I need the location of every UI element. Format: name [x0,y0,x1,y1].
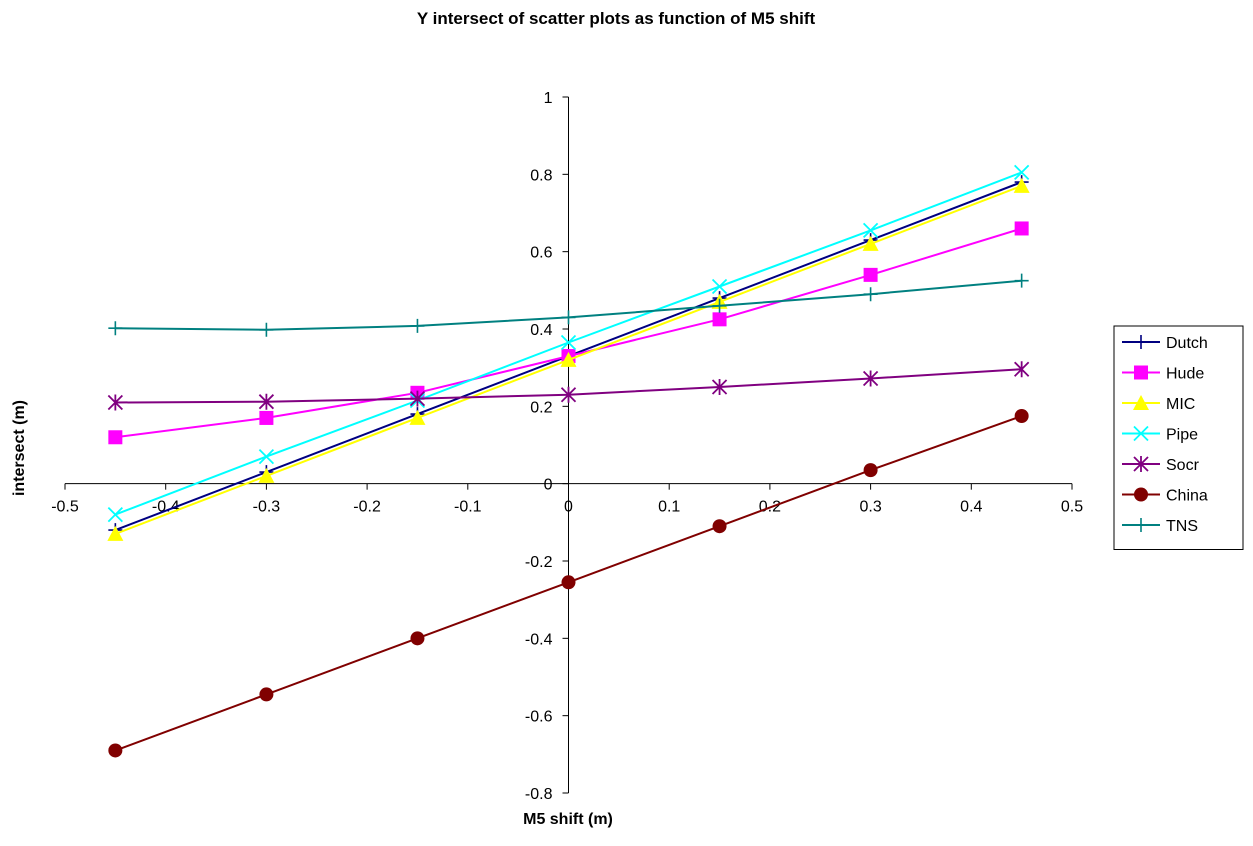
series-china [108,409,1029,758]
chart-title: Y intersect of scatter plots as function… [417,9,816,28]
data-point-pipe [560,334,577,351]
data-point-socr [107,394,123,411]
data-point-mic [107,525,124,541]
data-point-socr [560,386,577,403]
axes: -0.5 -0.4 -0.3 -0.2 -0.1 0 0.1 0.2 0.3 0.4 0.5 -0.8… [51,90,1083,803]
series-pipe [107,164,1030,523]
x-tick-label: 0 [564,499,573,516]
legend-item-tns: TNS [1122,518,1198,535]
legend-label-pipe: Pipe [1166,427,1198,444]
y-tick-label: 0.8 [530,167,552,184]
data-point-pipe [862,222,879,239]
series-tns [108,273,1029,337]
y-tick-label: -0.6 [525,709,553,726]
data-point-socr [258,393,275,410]
legend-marker-china [1134,487,1148,502]
legend-marker-mic [1133,395,1149,410]
legend-marker-pipe [1133,425,1149,442]
data-point-china [259,687,274,702]
data-point-mic [560,351,577,367]
legend-label-hude: Hude [1166,366,1204,383]
legend-item-pipe: Pipe [1122,425,1198,444]
x-axis-label: M5 shift (m) [523,811,613,828]
data-point-tns [410,318,425,333]
plot-area [107,164,1030,758]
legend-item-socr: Socr [1122,456,1200,474]
legend-marker-tns [1134,518,1148,532]
x-tick-label: -0.5 [51,499,79,516]
data-point-mic [258,467,275,483]
x-tick-label: -0.2 [353,499,381,516]
data-point-pipe [258,448,275,465]
y-tick-label: -0.2 [525,554,553,571]
legend-label-dutch: Dutch [1166,335,1208,352]
x-tick-label: 0.4 [960,499,982,516]
legend-item-dutch: Dutch [1122,335,1208,352]
legend-label-socr: Socr [1166,457,1200,474]
data-point-mic [862,235,879,251]
y-tick-label: 0 [544,477,553,494]
legend-item-mic: MIC [1122,395,1195,413]
data-point-socr [409,390,426,407]
data-point-pipe [1014,164,1030,181]
data-point-tns [712,298,727,313]
x-tick-label: -0.3 [253,499,281,516]
legend-label-china: China [1166,488,1208,505]
data-point-hude [1014,221,1029,236]
data-point-mic [409,409,426,425]
data-point-tns [863,287,878,302]
data-point-china [712,519,727,534]
x-tick-label: 0.3 [859,499,881,516]
data-point-china [410,631,425,646]
legend-marker-hude [1134,365,1148,380]
data-point-china [863,463,878,478]
data-point-hude [108,430,123,445]
data-point-hude [863,267,878,282]
series-socr [107,361,1030,411]
data-point-tns [259,322,274,337]
legend: Dutch Hude MIC Pipe Socr China TNS [1113,325,1244,550]
data-point-tns [108,321,123,336]
x-tick-label: -0.1 [454,499,482,516]
data-point-pipe [711,278,728,295]
legend-marker-dutch [1134,335,1148,349]
legend-item-hude: Hude [1122,365,1204,383]
x-tick-label: 0.5 [1061,499,1083,516]
y-tick-label: -0.8 [525,786,553,803]
data-point-china [108,743,123,758]
legend-marker-socr [1133,456,1149,472]
data-point-socr [862,370,879,387]
data-point-pipe [107,506,123,523]
y-tick-label: 1 [544,90,553,107]
y-tick-label: 0.2 [530,399,552,416]
data-point-hude [259,410,274,425]
data-point-china [1014,409,1029,423]
data-point-socr [711,379,728,395]
legend-label-mic: MIC [1166,396,1195,413]
legend-item-china: China [1122,487,1208,505]
y-tick-label: 0.6 [530,245,552,262]
x-tick-label: 0.1 [658,499,680,516]
data-point-hude [712,312,727,327]
data-point-socr [1014,361,1030,378]
y-tick-label: -0.4 [525,631,553,648]
y-axis-label: intersect (m) [11,400,28,496]
data-point-china [561,575,576,590]
data-point-tns [561,310,576,325]
legend-label-tns: TNS [1166,518,1198,535]
y-tick-label: 0.4 [530,322,552,339]
data-point-tns [1014,273,1029,288]
data-point-mic [1013,177,1030,193]
